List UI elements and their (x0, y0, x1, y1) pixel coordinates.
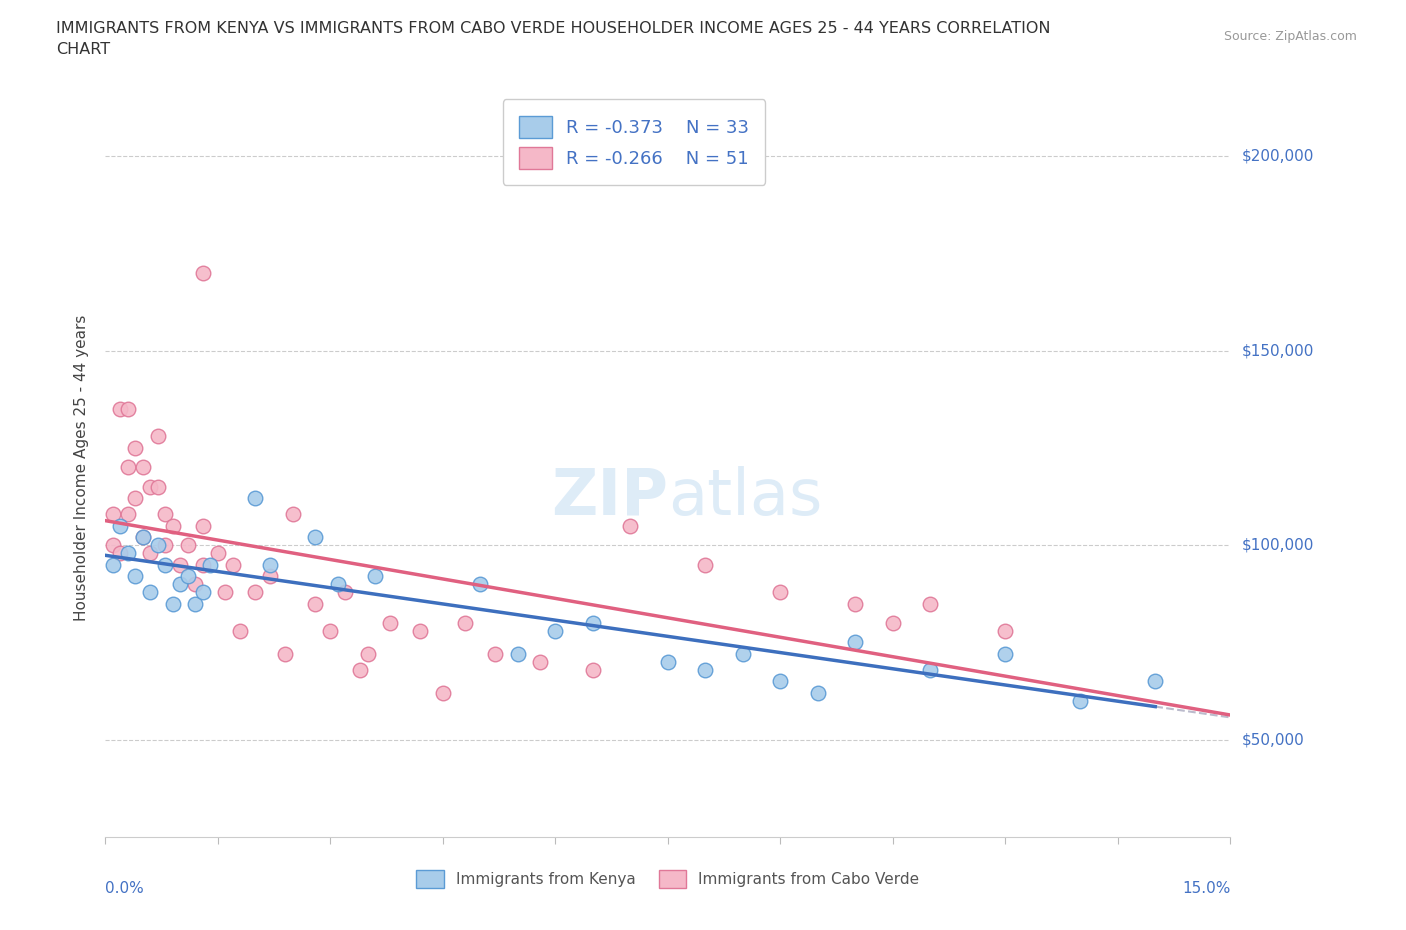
Text: 0.0%: 0.0% (105, 882, 145, 897)
Point (695, 662, 717, 677)
Text: IMMIGRANTS FROM KENYA VS IMMIGRANTS FROM CABO VERDE HOUSEHOLDER INCOME AGES 25 -: IMMIGRANTS FROM KENYA VS IMMIGRANTS FROM… (56, 21, 1050, 36)
Point (380, 616, 402, 631)
Point (132, 530, 155, 545)
Text: CHART: CHART (56, 42, 110, 57)
Point (139, 479, 162, 494)
Point (177, 569, 200, 584)
Point (274, 646, 297, 661)
Point (184, 577, 207, 591)
Point (169, 577, 191, 591)
Point (769, 584, 792, 599)
Point (155, 507, 177, 522)
Point (695, 557, 717, 572)
Point (214, 584, 236, 599)
Point (117, 546, 139, 561)
Point (101, 507, 124, 522)
Point (319, 623, 342, 638)
Point (506, 646, 529, 661)
Point (304, 530, 326, 545)
Point (1069, 694, 1091, 709)
Point (994, 623, 1017, 638)
Point (882, 616, 904, 631)
Point (110, 518, 132, 533)
Point (994, 646, 1017, 661)
Point (245, 584, 267, 599)
Point (281, 507, 304, 522)
Point (222, 557, 245, 572)
Text: ZIP: ZIP (551, 466, 668, 528)
Point (920, 596, 942, 611)
Text: $50,000: $50,000 (1241, 732, 1305, 747)
Point (484, 646, 506, 661)
Point (139, 546, 162, 561)
Point (349, 662, 371, 677)
Point (245, 491, 267, 506)
Point (259, 569, 281, 584)
Point (769, 674, 792, 689)
Point (132, 460, 155, 474)
Text: Source: ZipAtlas.com: Source: ZipAtlas.com (1223, 30, 1357, 43)
Point (110, 402, 132, 417)
Point (582, 662, 605, 677)
Point (335, 584, 357, 599)
Point (124, 569, 146, 584)
Point (844, 596, 866, 611)
Point (544, 623, 567, 638)
Point (326, 577, 349, 591)
Point (101, 538, 124, 552)
Point (200, 557, 222, 572)
Text: atlas: atlas (668, 466, 823, 528)
Point (191, 265, 214, 280)
Point (432, 685, 454, 700)
Point (184, 596, 207, 611)
Text: $150,000: $150,000 (1241, 343, 1313, 358)
Point (155, 538, 177, 552)
Point (364, 569, 387, 584)
Point (229, 623, 252, 638)
Point (470, 577, 492, 591)
Point (207, 546, 229, 561)
Point (357, 646, 380, 661)
Point (117, 402, 139, 417)
Point (155, 557, 177, 572)
Point (191, 518, 214, 533)
Point (731, 646, 754, 661)
Point (124, 491, 146, 506)
Point (844, 635, 866, 650)
Point (304, 596, 326, 611)
Point (454, 616, 477, 631)
Point (124, 441, 146, 456)
Point (807, 685, 830, 700)
Point (146, 429, 169, 444)
Text: $100,000: $100,000 (1241, 538, 1313, 552)
Y-axis label: Householder Income Ages 25 - 44 years: Householder Income Ages 25 - 44 years (75, 314, 90, 620)
Point (920, 662, 942, 677)
Legend: Immigrants from Kenya, Immigrants from Cabo Verde: Immigrants from Kenya, Immigrants from C… (409, 862, 927, 896)
Point (582, 616, 605, 631)
Point (259, 557, 281, 572)
Point (139, 584, 162, 599)
Point (409, 623, 432, 638)
Point (191, 584, 214, 599)
Point (146, 538, 169, 552)
Point (619, 518, 641, 533)
Point (162, 596, 184, 611)
Point (101, 557, 124, 572)
Point (1144, 674, 1167, 689)
Point (117, 507, 139, 522)
Text: 15.0%: 15.0% (1182, 882, 1230, 897)
Point (162, 518, 184, 533)
Point (177, 538, 200, 552)
Point (117, 460, 139, 474)
Point (110, 546, 132, 561)
Point (132, 530, 155, 545)
Point (657, 655, 679, 670)
Point (529, 655, 551, 670)
Text: $200,000: $200,000 (1241, 149, 1313, 164)
Point (169, 557, 191, 572)
Point (146, 479, 169, 494)
Point (191, 557, 214, 572)
